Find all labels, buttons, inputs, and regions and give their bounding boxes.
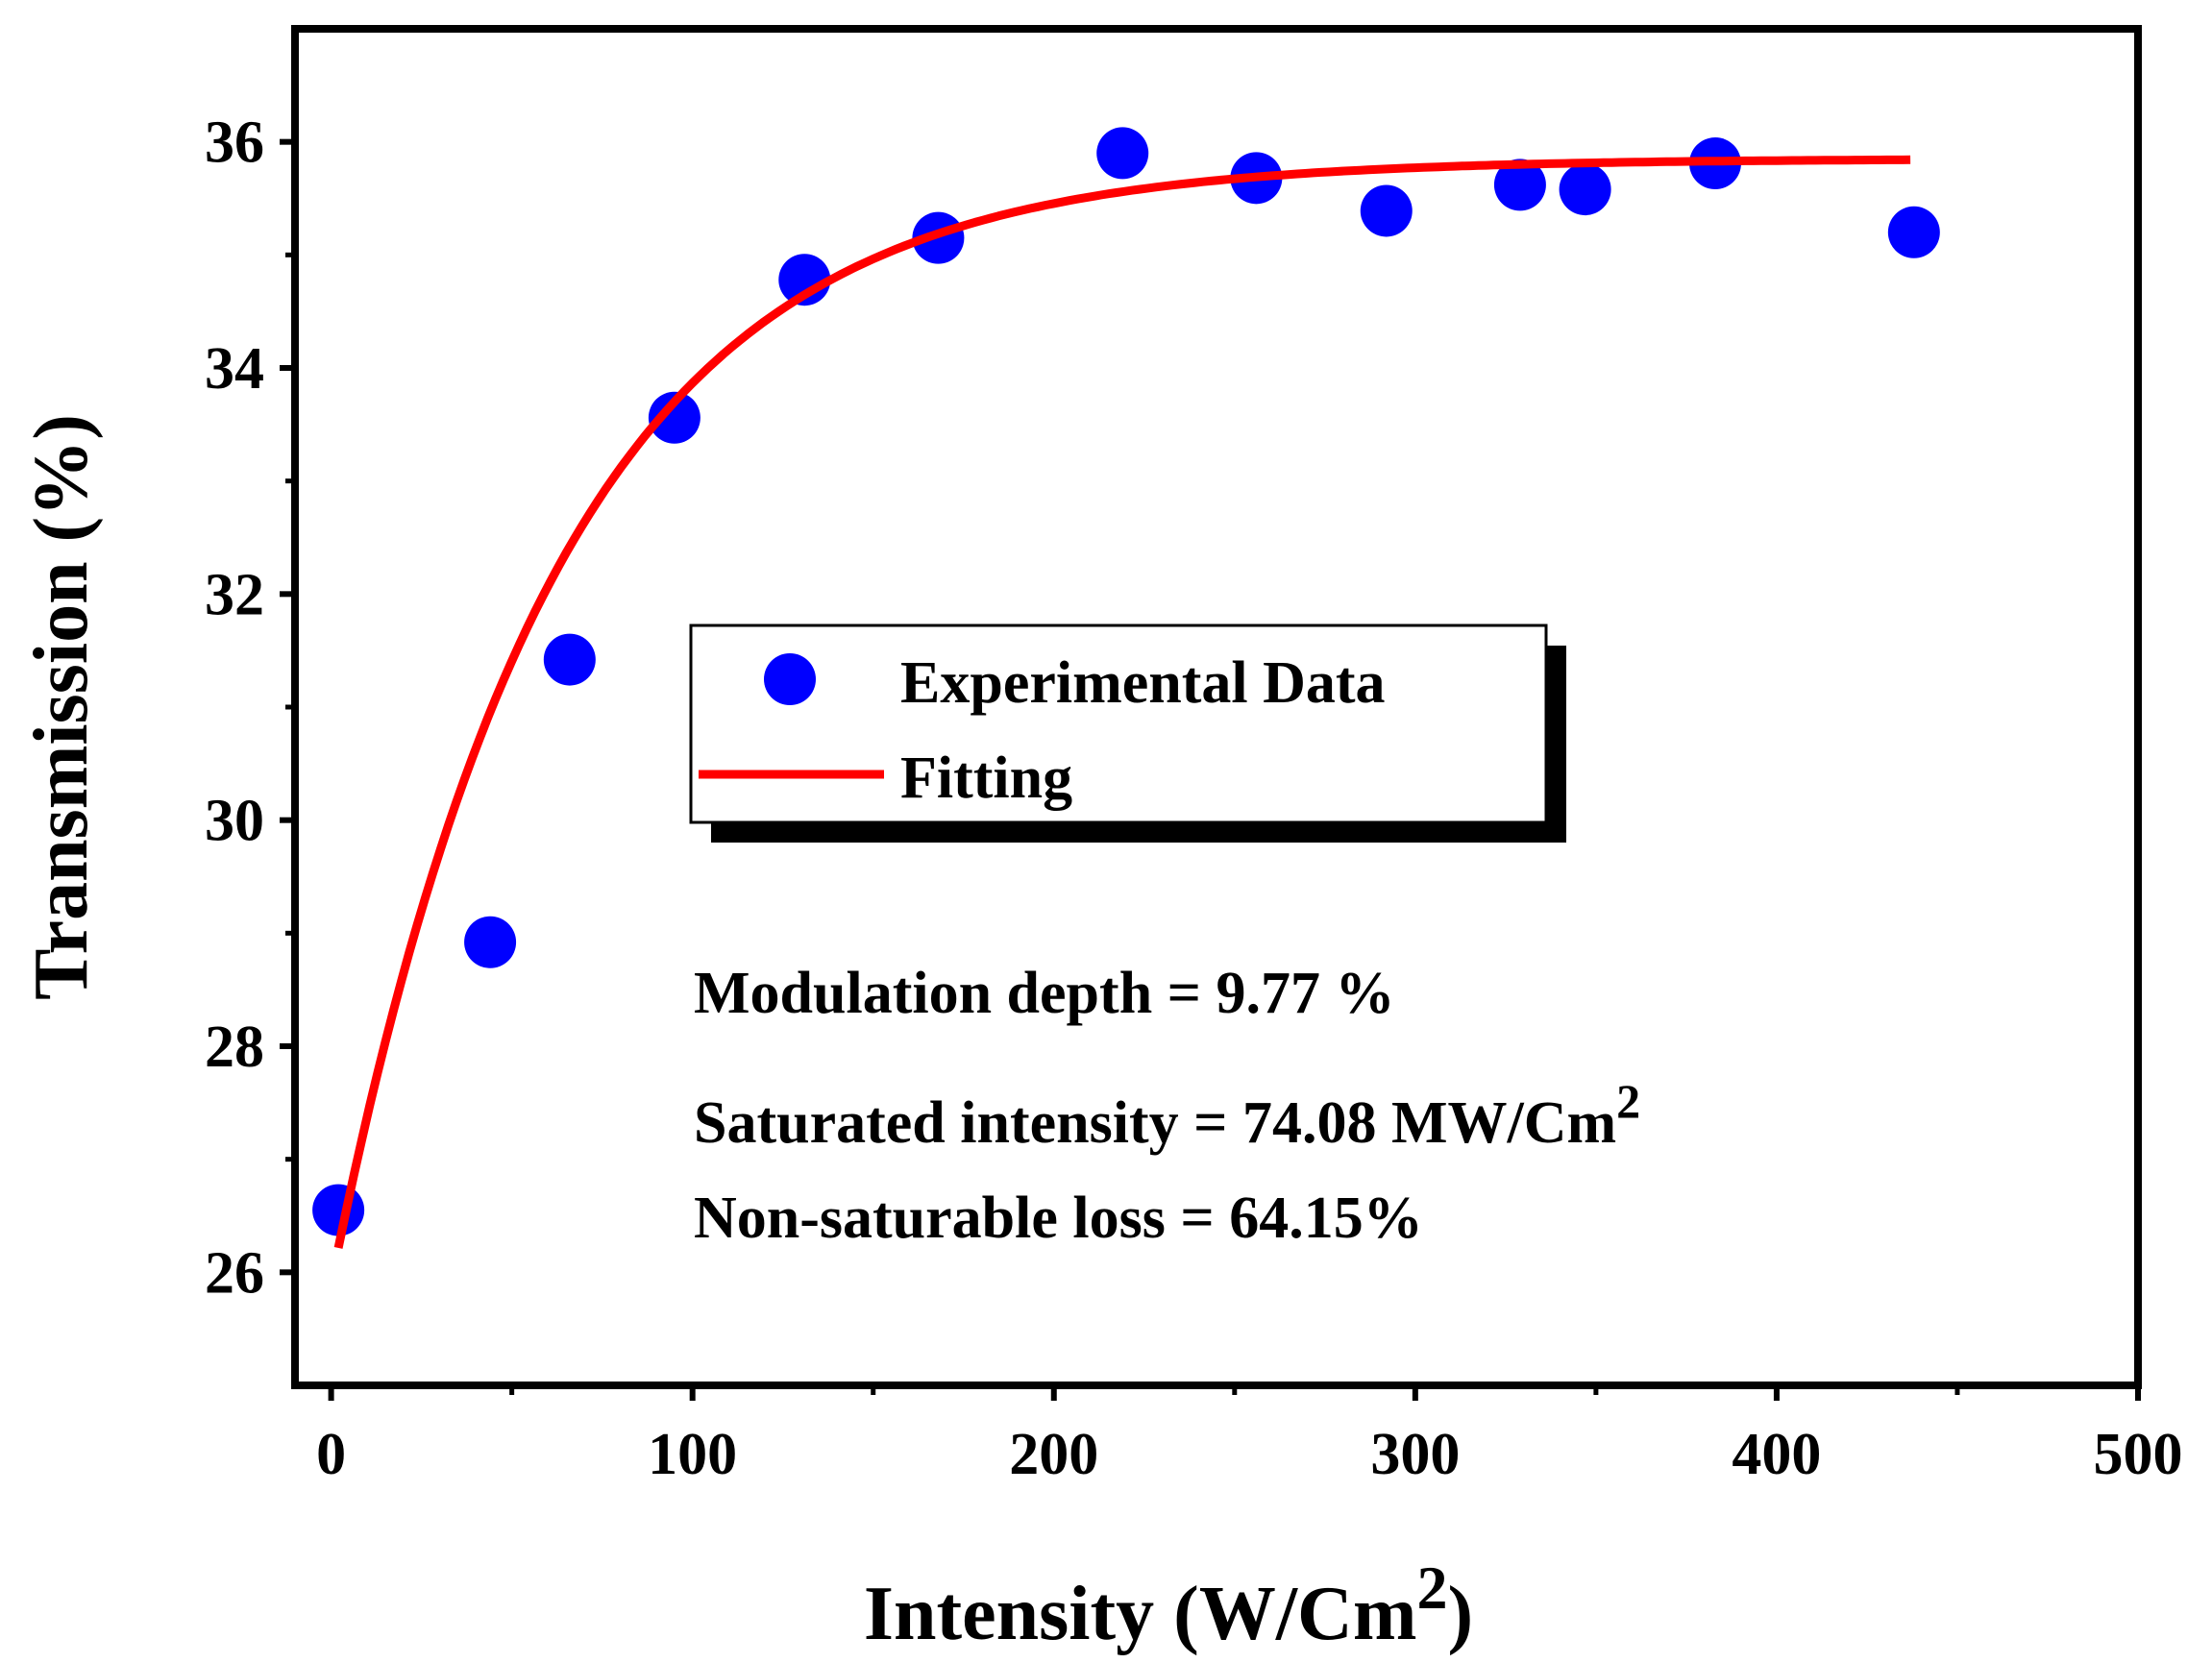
legend-box (689, 624, 1548, 824)
x-axis-title: Intensity (W/Cm2) (864, 1553, 1473, 1656)
data-point (1559, 163, 1611, 216)
x-axis-ticks: 0 100 200 300 400 500 (316, 1385, 2183, 1487)
data-point (778, 254, 831, 306)
annotation-saturated-intensity: Saturated intensity = 74.08 MW/Cm2 (694, 1074, 1640, 1156)
annotation-saturated-intensity-text: Saturated intensity = 74.08 MW/Cm (694, 1090, 1616, 1156)
x-tick-label: 400 (1732, 1422, 1821, 1487)
data-point (1360, 184, 1413, 237)
data-point (1493, 159, 1546, 211)
legend-marker-experimental (764, 653, 816, 705)
y-tick-label: 30 (205, 789, 264, 854)
data-point (464, 916, 517, 968)
x-tick-label: 200 (1009, 1422, 1098, 1487)
legend: Experimental Data Fitting (689, 624, 1566, 843)
annotation-modulation-depth: Modulation depth = 9.77 % (694, 961, 1395, 1026)
x-axis-title-close: ) (1447, 1572, 1473, 1656)
y-tick-label: 32 (205, 562, 264, 627)
y-tick-label: 36 (205, 110, 264, 176)
x-tick-label: 0 (316, 1422, 346, 1487)
x-axis-title-sup: 2 (1416, 1553, 1447, 1622)
series-layer (312, 127, 1940, 1249)
annotation-non-saturable-loss: Non-saturable loss = 64.15% (694, 1186, 1423, 1251)
legend-label-experimental: Experimental Data (900, 650, 1386, 716)
y-tick-label: 28 (205, 1015, 264, 1080)
annotation-saturated-intensity-sup: 2 (1616, 1074, 1640, 1128)
legend-label-fitting: Fitting (900, 746, 1072, 811)
data-point (543, 633, 596, 686)
data-point (1096, 127, 1149, 180)
y-axis-ticks: 26 28 30 32 34 36 (205, 110, 295, 1306)
y-tick-label: 26 (205, 1240, 264, 1306)
x-tick-label: 300 (1370, 1422, 1460, 1487)
data-point (1887, 206, 1940, 258)
y-axis-title: Transmission (%) (19, 414, 104, 1000)
x-tick-label: 500 (2094, 1422, 2183, 1487)
x-tick-label: 100 (648, 1422, 737, 1487)
y-tick-label: 34 (205, 336, 264, 402)
x-axis-title-text: Intensity (W/Cm (864, 1572, 1417, 1656)
data-point (648, 391, 700, 444)
fitting-line (333, 155, 1911, 1249)
